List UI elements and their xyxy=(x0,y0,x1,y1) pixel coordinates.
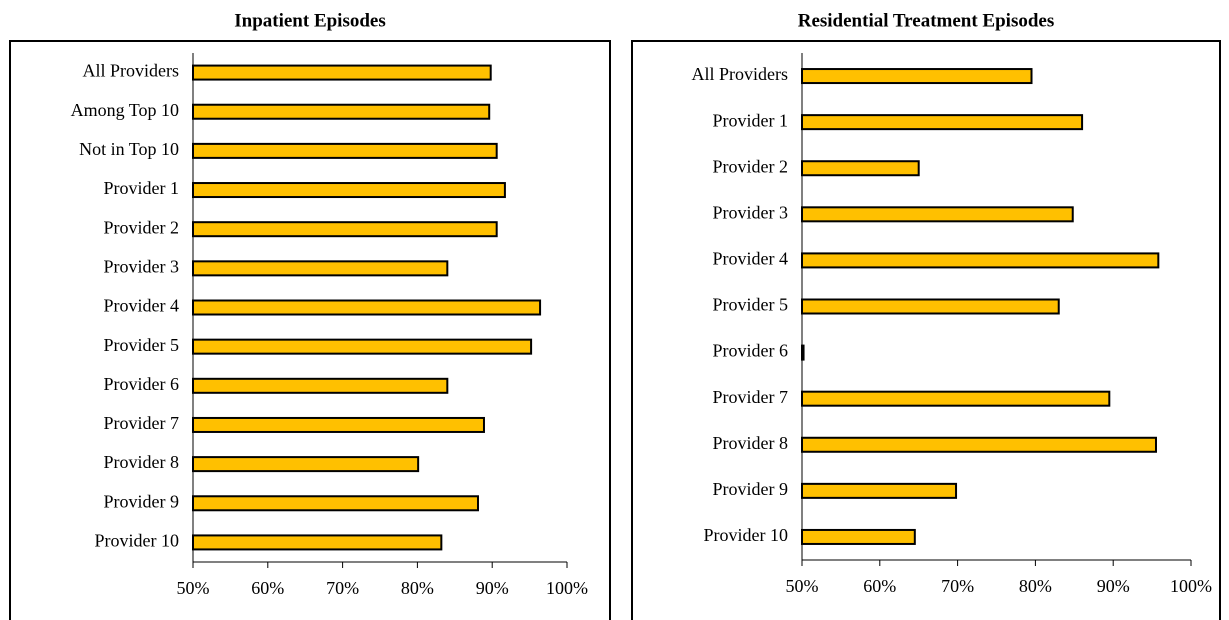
x-tick-label: 70% xyxy=(941,576,974,596)
y-tick-label: Provider 2 xyxy=(713,156,789,176)
x-tick-label: 90% xyxy=(1097,576,1130,596)
chart-frame xyxy=(631,40,1221,620)
bar xyxy=(192,299,542,316)
bar xyxy=(192,416,485,433)
bar xyxy=(801,344,805,361)
x-tick-label: 50% xyxy=(177,578,210,598)
y-tick-label: Provider 6 xyxy=(713,341,789,361)
bar xyxy=(801,482,958,499)
bar xyxy=(192,456,420,473)
x-tick-label: 60% xyxy=(251,578,284,598)
y-tick-label: All Providers xyxy=(83,61,180,81)
y-tick-label: Provider 5 xyxy=(713,295,789,315)
y-tick-label: Provider 3 xyxy=(713,202,789,222)
y-tick-label: Provider 1 xyxy=(713,110,789,130)
y-tick-label: Provider 6 xyxy=(104,374,180,394)
bar xyxy=(192,221,498,238)
x-tick-label: 90% xyxy=(476,578,509,598)
bar xyxy=(192,534,443,551)
bar xyxy=(192,182,506,199)
bar xyxy=(192,495,479,512)
y-tick-label: Provider 2 xyxy=(104,217,180,237)
y-tick-label: Provider 8 xyxy=(104,452,180,472)
x-tick-label: 60% xyxy=(863,576,896,596)
y-tick-label: Provider 3 xyxy=(104,256,180,276)
bar xyxy=(192,338,533,355)
y-tick-label: Provider 9 xyxy=(104,491,180,511)
y-tick-label: Provider 4 xyxy=(713,249,789,269)
x-tick-label: 70% xyxy=(326,578,359,598)
chart-frame xyxy=(9,40,611,620)
bar xyxy=(192,142,498,159)
bar xyxy=(801,390,1111,407)
y-tick-label: Provider 9 xyxy=(713,479,789,499)
bar xyxy=(192,377,449,394)
x-tick-label: 100% xyxy=(546,578,588,598)
x-tick-label: 50% xyxy=(786,576,819,596)
bar xyxy=(801,114,1084,131)
y-tick-label: Provider 7 xyxy=(104,413,180,433)
bar xyxy=(192,64,492,81)
bar xyxy=(801,160,920,177)
x-tick-label: 80% xyxy=(1019,576,1052,596)
y-tick-label: Not in Top 10 xyxy=(79,139,179,159)
y-tick-label: Provider 10 xyxy=(95,531,180,551)
y-tick-label: All Providers xyxy=(692,64,789,84)
y-tick-label: Provider 10 xyxy=(704,525,789,545)
y-tick-label: Provider 5 xyxy=(104,335,180,355)
x-tick-label: 100% xyxy=(1170,576,1212,596)
y-tick-label: Provider 7 xyxy=(713,387,789,407)
y-tick-label: Provider 4 xyxy=(104,296,180,316)
bar xyxy=(192,260,449,277)
y-tick-label: Provider 1 xyxy=(104,178,180,198)
chart-title: Residential Treatment Episodes xyxy=(798,10,1055,31)
y-tick-label: Among Top 10 xyxy=(71,100,179,120)
bar xyxy=(801,68,1033,85)
bar xyxy=(192,103,491,120)
bar xyxy=(801,206,1074,223)
bar xyxy=(801,528,916,545)
chart-title: Inpatient Episodes xyxy=(234,10,386,31)
x-tick-label: 80% xyxy=(401,578,434,598)
y-tick-label: Provider 8 xyxy=(713,433,789,453)
bar xyxy=(801,436,1157,453)
bar xyxy=(801,298,1060,315)
bar xyxy=(801,252,1160,269)
